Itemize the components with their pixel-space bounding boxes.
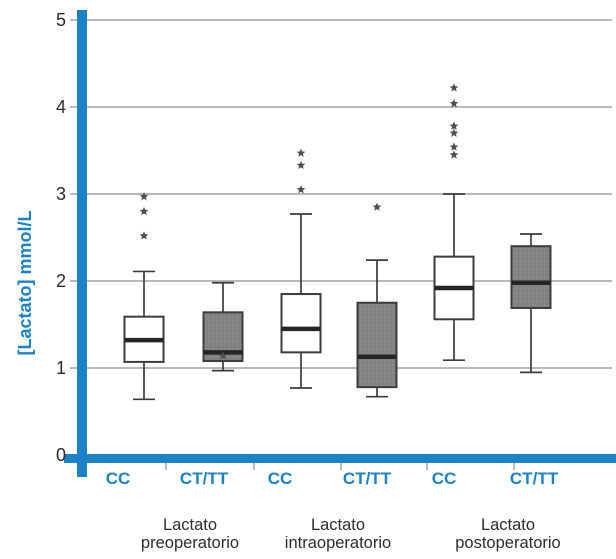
outlier-star-cc-group1-3 <box>139 192 149 201</box>
iqr-box-ct-tt-group3 <box>510 245 552 309</box>
y-tick-label-3: 3 <box>56 184 66 204</box>
group-label-line1-1: Lactato <box>163 516 217 534</box>
outlier-star-cc-group3-3 <box>449 128 459 137</box>
y-tick-label-1: 1 <box>56 358 66 378</box>
y-tick-label-0: 0 <box>56 445 66 465</box>
outlier-star-cc-group2-1 <box>296 185 306 194</box>
outlier-star-cc-group3-2 <box>449 142 459 151</box>
x-tick-label-5: CC <box>432 469 457 488</box>
y-axis-title: [Lactato] mmol/L <box>15 210 35 355</box>
y-axis-line <box>77 10 87 477</box>
x-tick-label-4: CT/TT <box>343 469 392 488</box>
axes-layer <box>64 10 616 477</box>
box-ct-tt-group2 <box>356 202 398 398</box>
x-tick-label-2: CT/TT <box>180 469 229 488</box>
outlier-star-cc-group1-1 <box>139 231 149 240</box>
box-ct-tt-group1 <box>202 281 244 372</box>
x-tick-label-6: CT/TT <box>510 469 559 488</box>
outlier-star-cc-group3-6 <box>449 83 459 92</box>
outlier-star-ct-tt-group1-1 <box>218 351 228 360</box>
x-tick-label-3: CC <box>268 469 293 488</box>
x-axis-line <box>64 454 616 463</box>
y-tick-label-4: 4 <box>56 97 66 117</box>
box-cc-group3 <box>433 83 475 362</box>
outlier-star-ct-tt-group2-1 <box>372 202 382 211</box>
group-label-line2-3: postoperatorio <box>455 534 561 552</box>
outlier-star-cc-group2-2 <box>296 160 306 170</box>
box-cc-group1 <box>123 192 165 401</box>
boxes-layer <box>123 83 552 401</box>
group-label-line2-2: intraoperatorio <box>285 534 391 552</box>
group-label-line1-3: Lactato <box>481 516 535 534</box>
outlier-star-cc-group3-5 <box>449 98 459 108</box>
outlier-star-cc-group3-4 <box>449 121 459 130</box>
y-tick-label-5: 5 <box>56 10 66 30</box>
outlier-star-cc-group1-2 <box>139 206 149 216</box>
box-cc-group2 <box>280 148 322 389</box>
outlier-star-cc-group2-3 <box>296 148 306 157</box>
iqr-box-cc-group2 <box>280 293 322 354</box>
group-label-line2-1: preoperatorio <box>141 534 239 552</box>
x-tick-label-1: CC <box>106 469 131 488</box>
group-label-line1-2: Lactato <box>311 516 365 534</box>
box-ct-tt-group3 <box>510 233 552 374</box>
outlier-star-cc-group3-1 <box>449 150 459 159</box>
y-tick-label-2: 2 <box>56 271 66 291</box>
iqr-box-ct-tt-group2 <box>356 301 398 389</box>
